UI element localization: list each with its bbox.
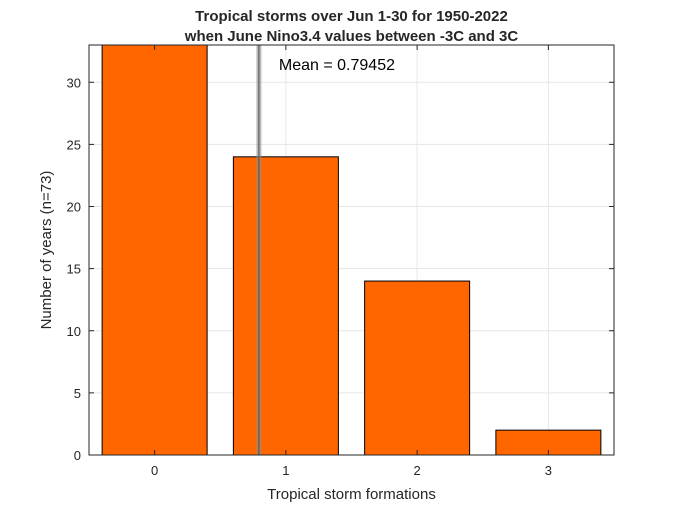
chart-title: Tropical storms over Jun 1-30 for 1950-2…	[195, 8, 508, 25]
x-axis-label: Tropical storm formations	[267, 486, 436, 503]
y-tick-label: 0	[74, 448, 81, 463]
y-tick-label: 25	[67, 137, 81, 152]
bar-0	[101, 44, 208, 456]
bar-1	[232, 156, 339, 456]
bars	[101, 44, 602, 456]
x-tick-label: 3	[545, 463, 552, 478]
bar-2	[364, 280, 471, 456]
x-tick-label: 1	[282, 463, 289, 478]
x-tick-label: 0	[151, 463, 158, 478]
y-axis-label: Number of years (n=73)	[38, 171, 55, 330]
plot-frame	[88, 44, 615, 456]
chart-subtitle: when June Nino3.4 values between -3C and…	[184, 28, 519, 45]
mean-line-group: Mean = 0.79452	[256, 45, 395, 455]
y-tick-label: 20	[67, 200, 81, 215]
mean-label: Mean = 0.79452	[279, 57, 395, 74]
x-tick-label: 2	[414, 463, 421, 478]
y-tick-label: 10	[67, 324, 81, 339]
y-tick-label: 30	[67, 75, 81, 90]
y-tick-label: 15	[67, 262, 81, 277]
y-tick-label: 5	[74, 386, 81, 401]
